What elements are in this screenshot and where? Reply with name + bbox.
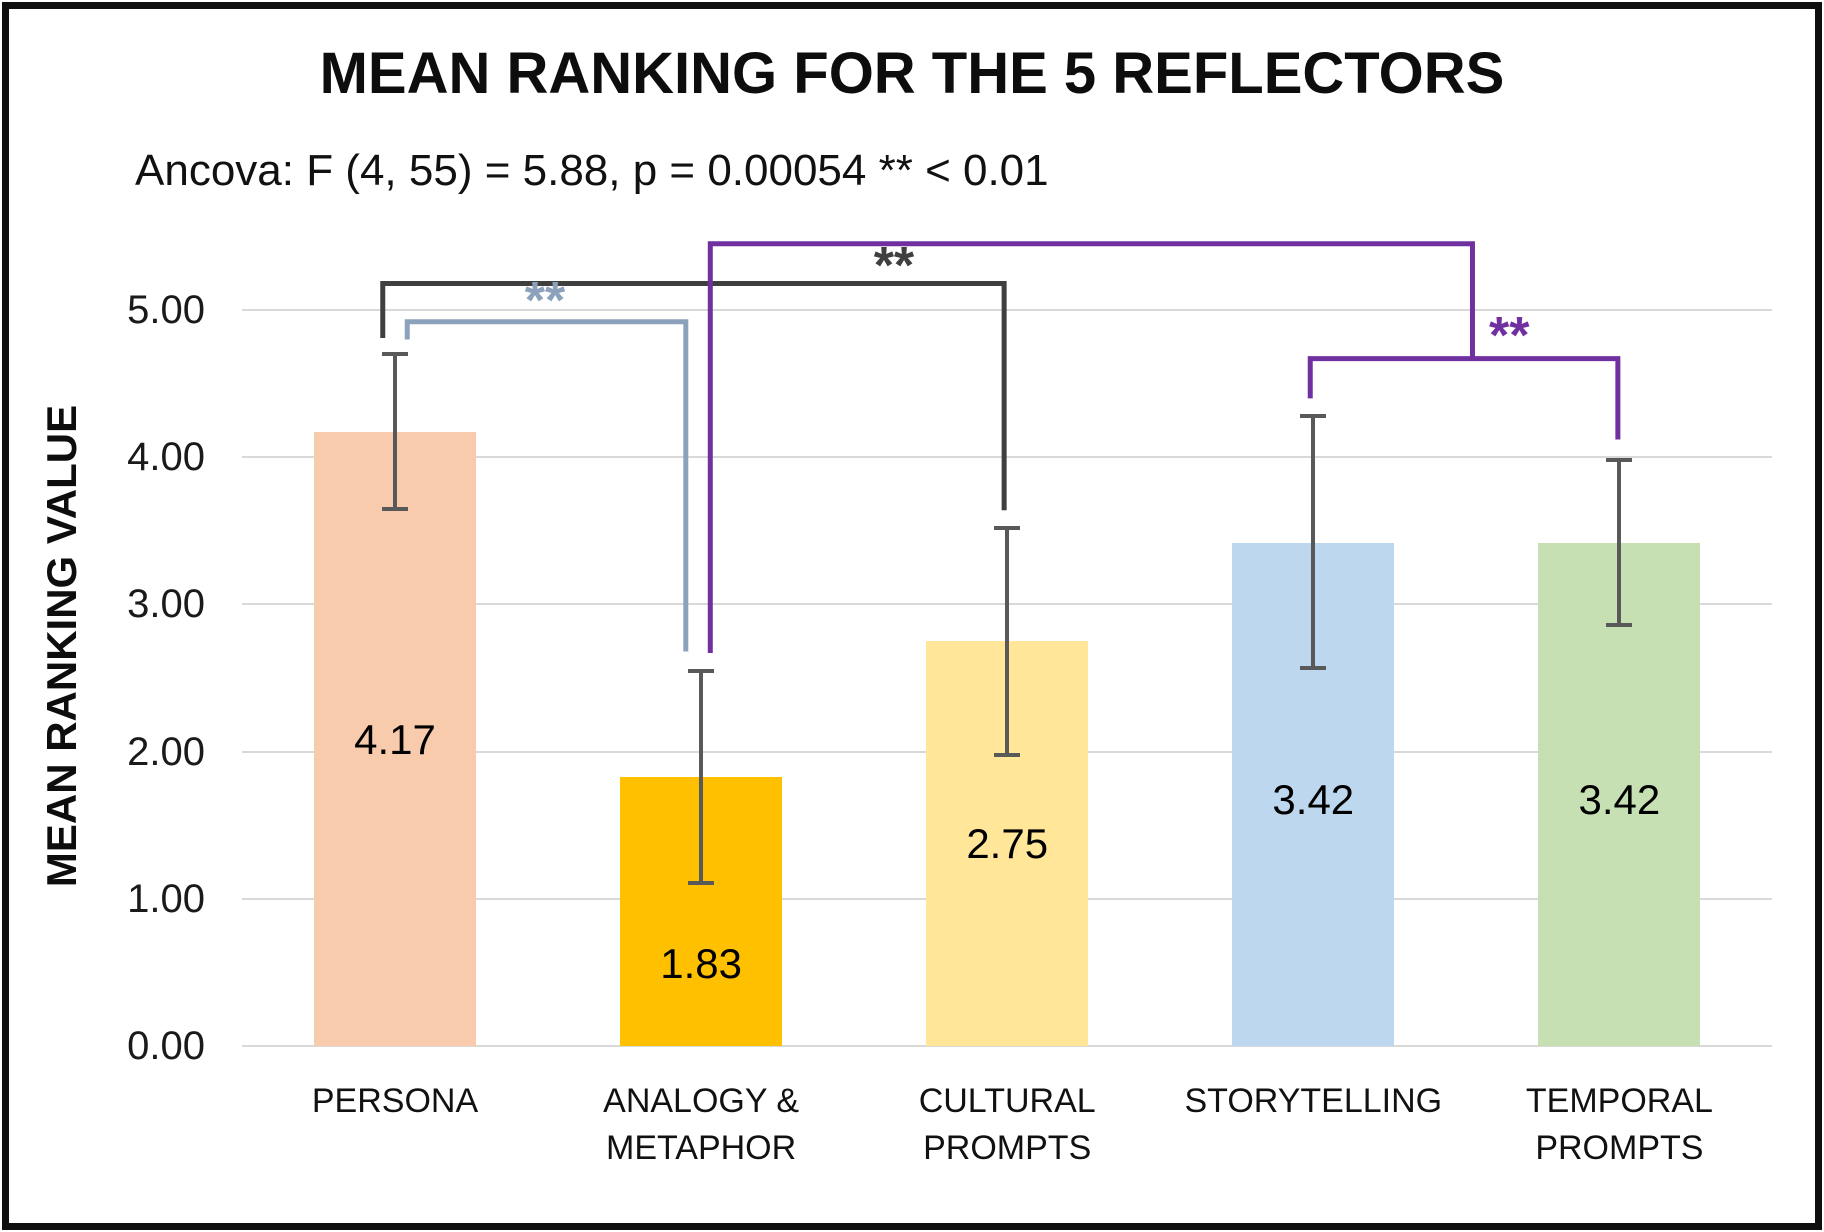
error-bar-cap bbox=[1606, 623, 1633, 627]
x-category-label-line: CULTURAL bbox=[918, 1082, 1096, 1120]
x-category-label: CULTURAL PROMPTS bbox=[919, 1078, 1096, 1172]
bracket-story-temporal-pair bbox=[1307, 356, 1621, 440]
significance-stars: ** bbox=[873, 236, 915, 295]
chart-title: MEAN RANKING FOR THE 5 REFLECTORS bbox=[319, 41, 1505, 106]
y-tick-label: 1.00 bbox=[127, 876, 205, 921]
x-category-label-line: ANALOGY & bbox=[603, 1082, 800, 1120]
x-category-label-line: METAPHOR bbox=[606, 1129, 797, 1167]
error-bar-line bbox=[1311, 415, 1316, 668]
y-tick-label: 0.00 bbox=[127, 1024, 205, 1068]
error-bar-line bbox=[1005, 527, 1010, 755]
x-category-label-line: STORYTELLING bbox=[1184, 1082, 1443, 1120]
error-bar-cap bbox=[1606, 458, 1633, 463]
bar-persona bbox=[314, 432, 476, 1046]
gridline bbox=[242, 1045, 1772, 1047]
error-bar-cap bbox=[994, 525, 1021, 530]
y-tick-label: 4.00 bbox=[127, 435, 205, 480]
bar-value-label: 3.42 bbox=[1272, 776, 1355, 824]
error-bar-cap bbox=[688, 880, 715, 885]
x-category-label: PERSONA bbox=[312, 1078, 478, 1125]
chart-ancova-annotation: Ancova: F (4, 55) = 5.88, p = 0.00054 **… bbox=[135, 146, 1049, 195]
y-tick-label: 5.00 bbox=[127, 288, 205, 332]
error-bar-cap bbox=[994, 752, 1021, 757]
error-bar-line bbox=[699, 670, 704, 883]
error-bar-cap bbox=[382, 352, 408, 357]
error-bar-cap bbox=[688, 668, 715, 673]
significance-stars: ** bbox=[1488, 307, 1530, 366]
x-category-label-line: PROMPTS bbox=[923, 1129, 1092, 1167]
gridline bbox=[242, 309, 1772, 311]
error-bar-cap bbox=[382, 506, 408, 511]
x-category-label: STORYTELLING bbox=[1184, 1078, 1442, 1125]
x-category-label-line: PROMPTS bbox=[1535, 1129, 1704, 1167]
y-tick-label: 2.00 bbox=[127, 729, 205, 774]
significance-stars: ** bbox=[524, 272, 566, 331]
error-bar-line bbox=[393, 354, 397, 509]
bracket-persona-vs-analogy bbox=[404, 319, 689, 652]
x-category-label: ANALOGY & METAPHOR bbox=[603, 1078, 799, 1172]
gridline bbox=[242, 456, 1772, 459]
x-category-label-line: PERSONA bbox=[311, 1082, 479, 1120]
bar-value-label: 1.83 bbox=[660, 939, 742, 987]
error-bar-line bbox=[1617, 460, 1622, 625]
error-bar-cap bbox=[1300, 413, 1327, 418]
bar-value-label: 3.42 bbox=[1578, 776, 1661, 824]
bracket-persona-vs-cultural bbox=[380, 281, 1007, 511]
x-category-label: TEMPORAL PROMPTS bbox=[1526, 1078, 1713, 1172]
error-bar-cap bbox=[1300, 665, 1327, 670]
y-tick-label: 3.00 bbox=[127, 582, 205, 627]
x-category-label-line: TEMPORAL bbox=[1525, 1082, 1713, 1120]
bar-value-label: 4.17 bbox=[354, 715, 436, 763]
bar-value-label: 2.75 bbox=[966, 820, 1049, 868]
bracket-analogy-vs-story-temporal bbox=[707, 241, 1475, 653]
